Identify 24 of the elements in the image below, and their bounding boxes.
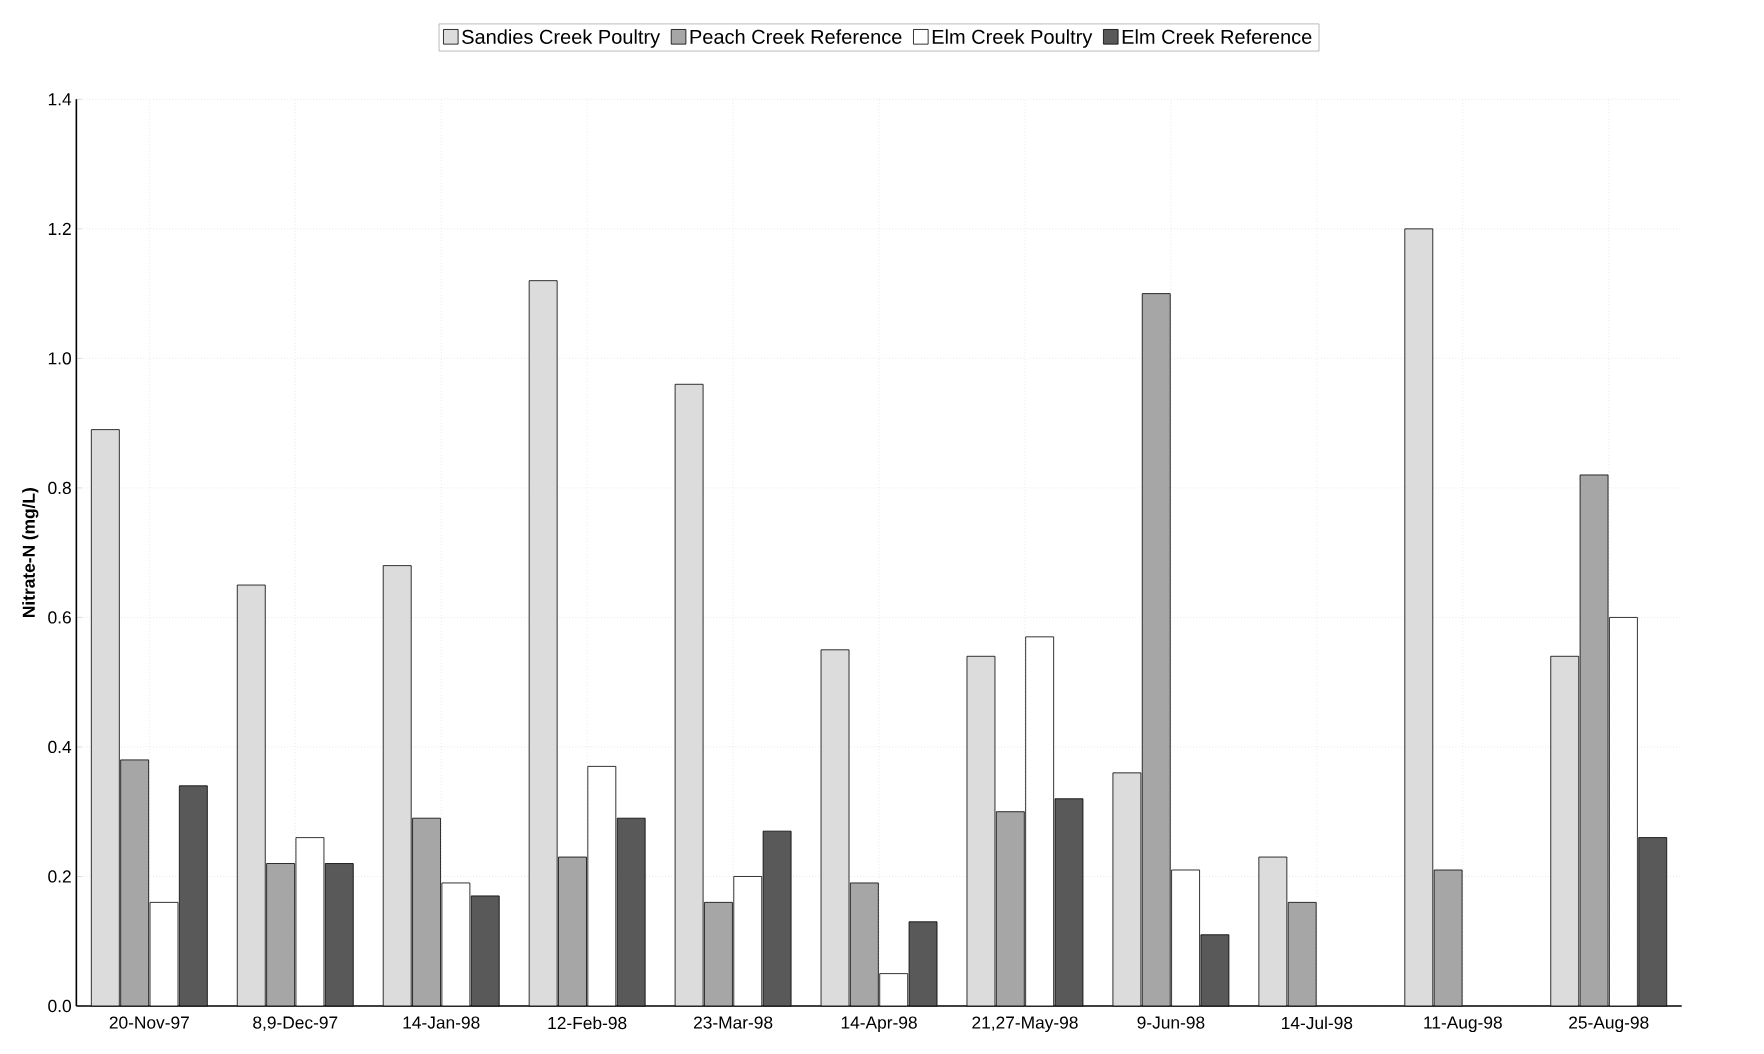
y-tick-label: 0.6 [48, 611, 71, 624]
y-tick-label: 0.4 [48, 740, 72, 754]
x-tick-label: 9-Jun-98 [1137, 1016, 1205, 1029]
x-tick-label: 23-Mar-98 [694, 1016, 773, 1029]
x-tick-label: 11-Aug-98 [1424, 1016, 1502, 1033]
legend-label: Sandies Creek Poultry [462, 29, 661, 48]
x-tick-label: 8,9-Dec-97 [253, 1016, 338, 1031]
y-tick-label: 0.2 [48, 870, 71, 883]
x-tick-label: 25-Aug-98 [1569, 1016, 1649, 1033]
legend-label: Elm Creek Poultry [932, 29, 1093, 48]
legend-label: Elm Creek Reference [1122, 29, 1312, 44]
y-tick-label: 1.2 [48, 222, 71, 235]
x-tick-label: 21,27-May-98 [972, 1016, 1078, 1033]
x-tick-label: 20-Nov-97 [109, 1016, 189, 1029]
y-tick-label: 1.0 [48, 352, 71, 365]
x-tick-label: 14-Jul-98 [1282, 1016, 1353, 1030]
y-axis-title: Nitrate-N (mg/L) [22, 488, 39, 617]
y-tick-label: 0.0 [48, 999, 71, 1013]
x-tick-label: 14-Jan-98 [403, 1016, 480, 1029]
x-tick-label: 12-Feb-98 [548, 1016, 627, 1030]
y-tick-label: 1.4 [48, 93, 72, 106]
y-tick-label: 0.8 [48, 481, 71, 495]
legend-label: Peach Creek Reference [690, 29, 902, 44]
x-tick-label: 14-Apr-98 [841, 1016, 917, 1033]
